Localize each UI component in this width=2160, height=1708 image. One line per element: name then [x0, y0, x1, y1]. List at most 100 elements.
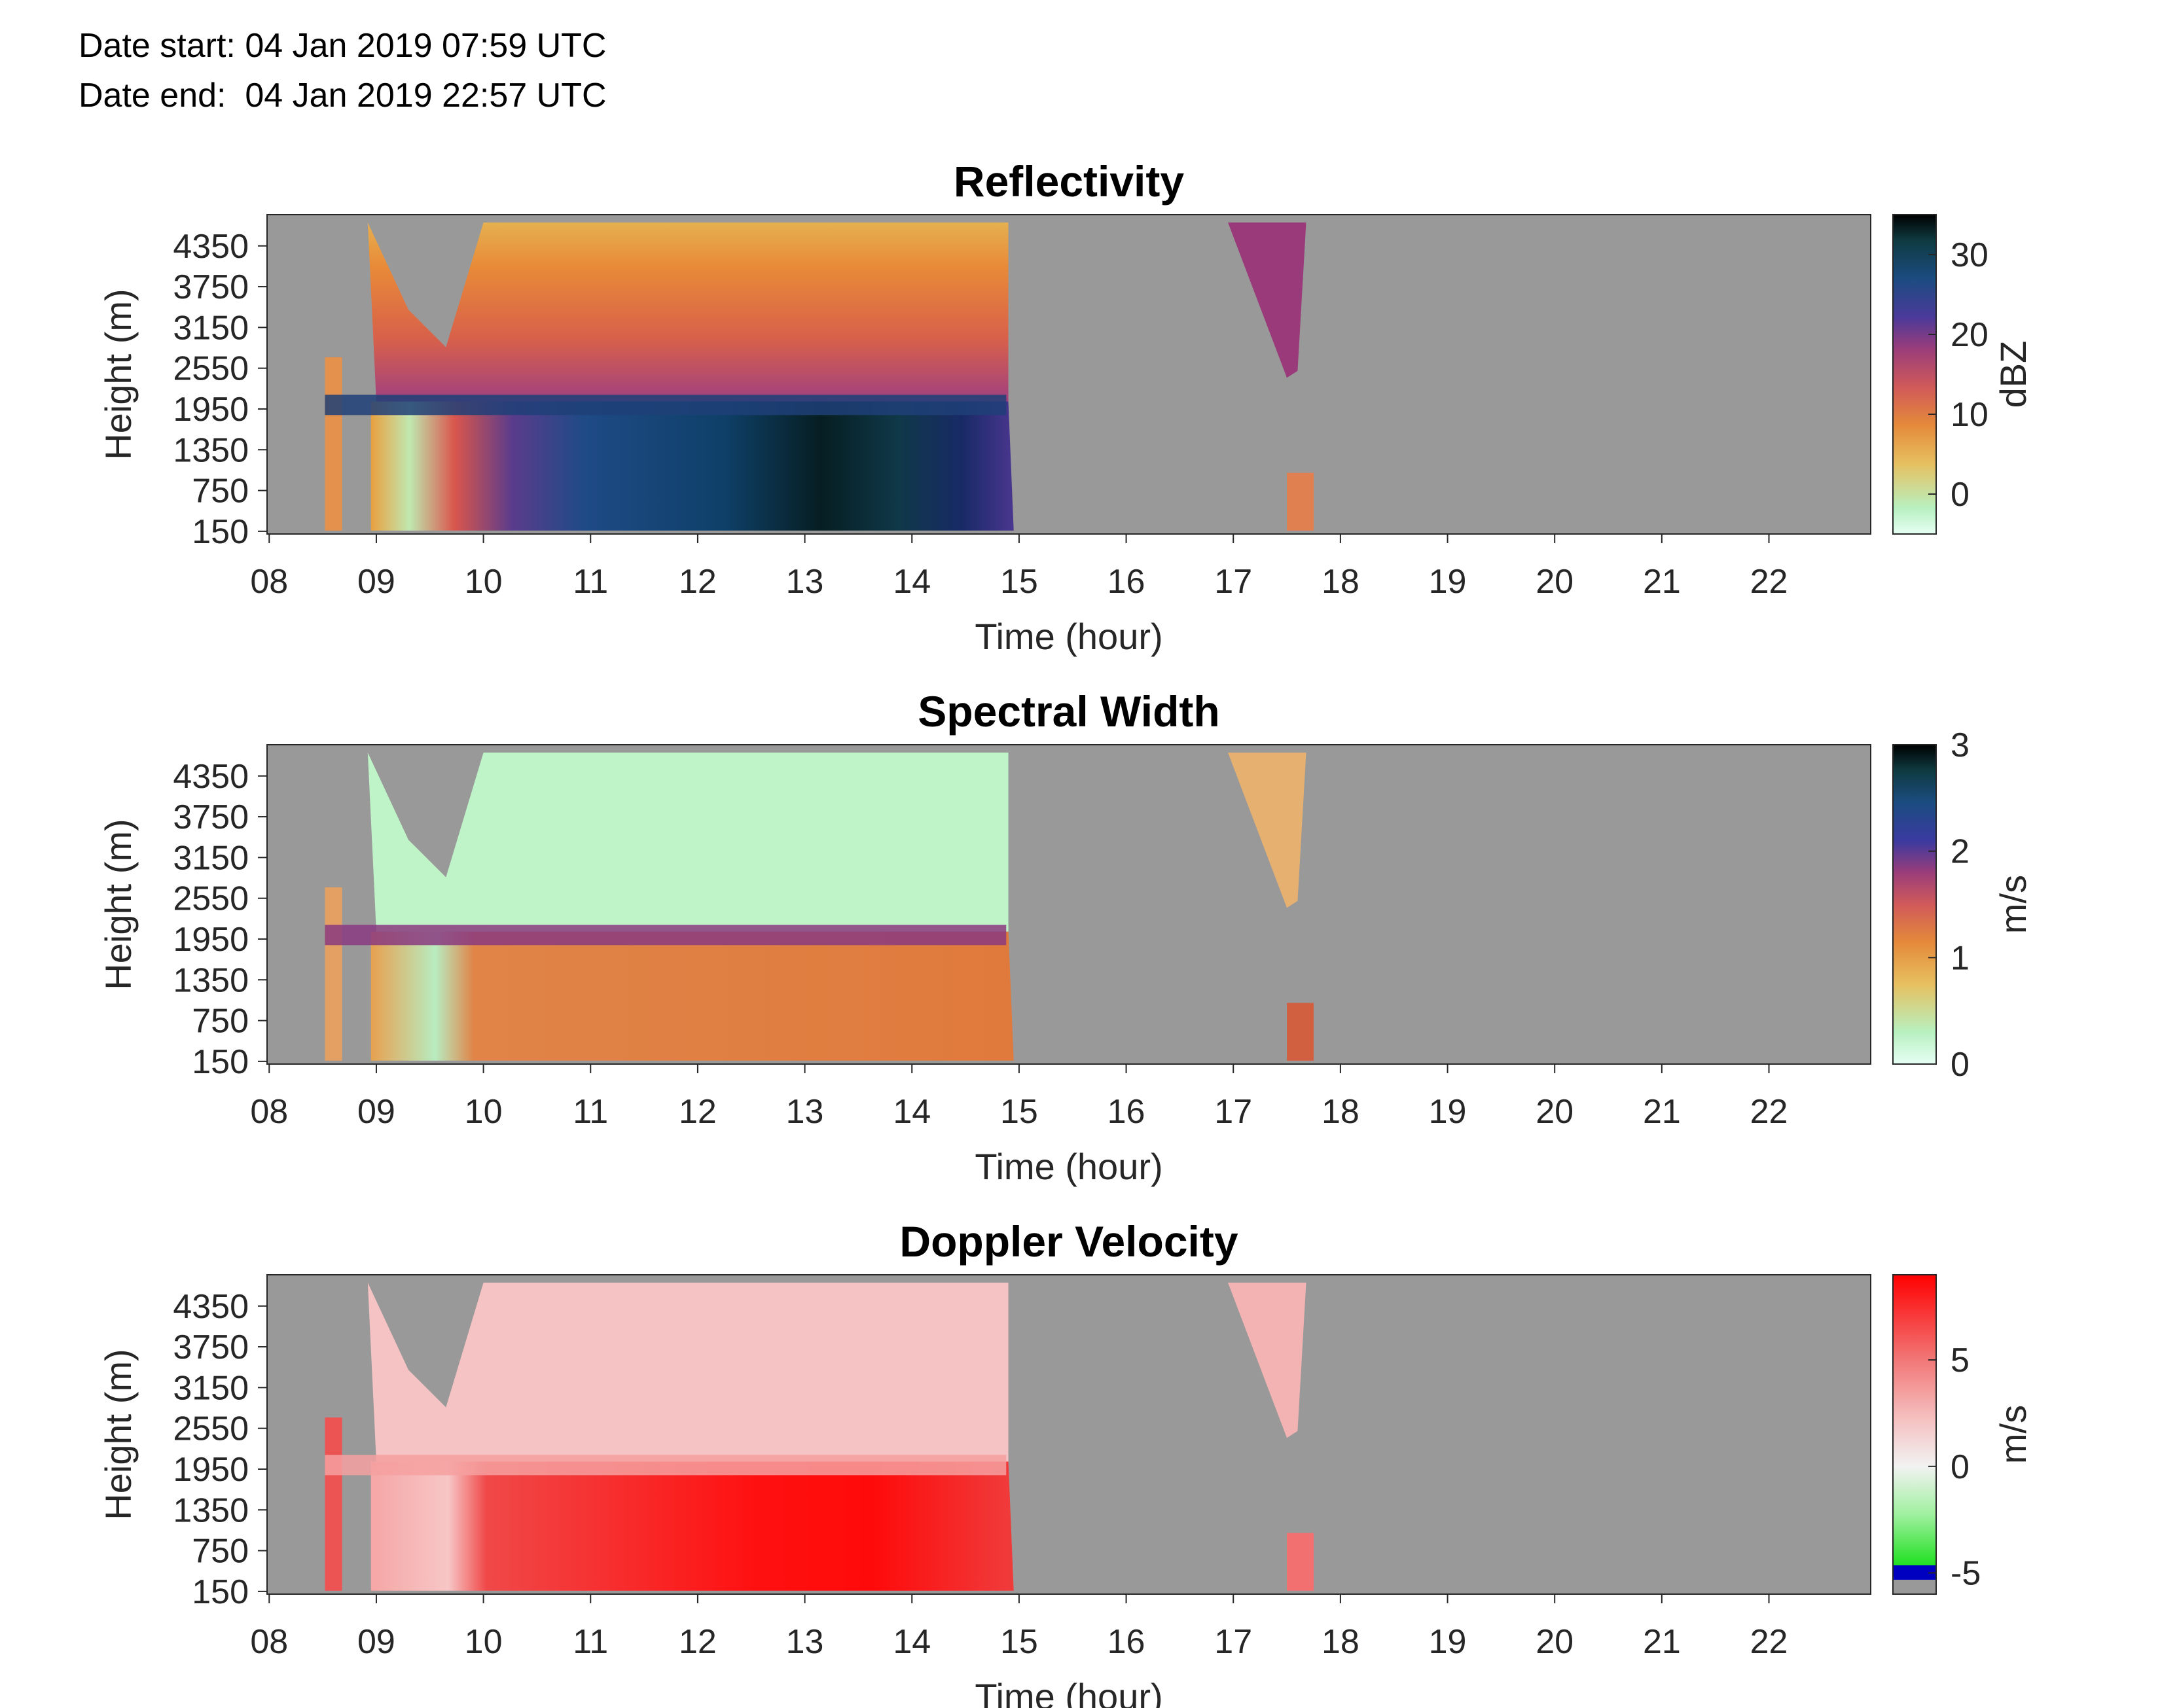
y-tick-label: 150 [192, 1573, 249, 1611]
y-tick-label: 150 [192, 1043, 249, 1081]
x-tick-label: 14 [893, 563, 931, 601]
y-tick-label: 3150 [173, 839, 249, 877]
y-tick-label: 1950 [173, 1451, 249, 1489]
data-field-evening-cloud [1228, 222, 1306, 378]
colorbar-tick-label: 20 [1951, 316, 1989, 354]
data-field-melting-band [325, 395, 1007, 416]
date-start: Date start: 04 Jan 2019 07:59 UTC [79, 27, 607, 65]
x-tick-label: 16 [1107, 1093, 1145, 1131]
y-axis-label: Height (m) [98, 1349, 139, 1520]
x-tick-label: 17 [1214, 1623, 1252, 1661]
y-tick-label: 1350 [173, 1491, 249, 1529]
data-field-early-column [325, 357, 342, 531]
x-tick-label: 15 [1000, 563, 1038, 601]
x-tick-label: 20 [1536, 1093, 1574, 1131]
y-tick-label: 2550 [173, 1410, 249, 1448]
x-axis-label: Time (hour) [975, 1676, 1162, 1708]
x-tick-label: 21 [1643, 1623, 1681, 1661]
colorbar-tick-label: 2 [1951, 833, 1970, 871]
x-tick-label: 13 [786, 1623, 824, 1661]
colorbar-tick-label: 30 [1951, 236, 1989, 274]
x-tick-label: 08 [250, 1623, 288, 1661]
x-tick-label: 22 [1750, 1093, 1788, 1131]
y-tick-label: 150 [192, 513, 249, 551]
x-tick-label: 18 [1322, 563, 1359, 601]
plot-frame [266, 1274, 1871, 1595]
x-tick-label: 10 [465, 1623, 503, 1661]
x-tick-label: 09 [357, 1623, 395, 1661]
x-tick-label: 15 [1000, 1623, 1038, 1661]
y-tick-label: 1350 [173, 431, 249, 469]
y-axis-label: Height (m) [98, 819, 139, 989]
x-tick-label: 13 [786, 563, 824, 601]
y-tick-label: 4350 [173, 758, 249, 796]
y-tick-label: 750 [192, 1003, 249, 1041]
chart-title: Doppler Velocity [899, 1217, 1238, 1266]
y-tick-label: 3750 [173, 268, 249, 306]
y-tick-label: 3750 [173, 1328, 249, 1366]
colorbar-tick-label: 1 [1951, 939, 1970, 977]
colorbar-tick-label: 3 [1951, 726, 1970, 764]
x-tick-label: 09 [357, 1093, 395, 1131]
y-tick-label: 1350 [173, 961, 249, 999]
x-tick-label: 17 [1214, 1093, 1252, 1131]
x-tick-label: 18 [1322, 1093, 1359, 1131]
colorbar-tick-label: 0 [1951, 1448, 1970, 1486]
x-tick-label: 10 [465, 1093, 503, 1131]
data-field-surface-echo [1287, 1003, 1314, 1061]
y-tick-label: 3150 [173, 1369, 249, 1407]
y-tick-label: 2550 [173, 350, 249, 388]
colorbar-tick-label: 0 [1951, 1046, 1970, 1084]
x-tick-label: 12 [679, 1623, 717, 1661]
y-tick-label: 750 [192, 472, 249, 510]
data-field-evening-cloud [1228, 1283, 1306, 1438]
data-field-upper-layer [367, 1283, 1009, 1462]
y-tick-label: 1950 [173, 921, 249, 959]
x-tick-label: 20 [1536, 563, 1574, 601]
data-field-early-column [325, 887, 342, 1061]
date-end: Date end: 04 Jan 2019 22:57 UTC [79, 77, 607, 115]
colorbar [1892, 214, 1937, 535]
data-field-low-layer [370, 1461, 1014, 1591]
x-tick-label: 10 [465, 563, 503, 601]
x-tick-label: 19 [1429, 1623, 1467, 1661]
x-tick-label: 14 [893, 1093, 931, 1131]
x-tick-label: 16 [1107, 1623, 1145, 1661]
colorbar-tick-label: -5 [1951, 1554, 1981, 1592]
x-tick-label: 22 [1750, 563, 1788, 601]
x-tick-label: 18 [1322, 1623, 1359, 1661]
colorbar-tick-label: 5 [1951, 1342, 1970, 1379]
y-tick-label: 3150 [173, 309, 249, 347]
data-field-surface-echo [1287, 1533, 1314, 1591]
x-axis-label: Time (hour) [975, 1146, 1162, 1187]
x-tick-label: 21 [1643, 563, 1681, 601]
colorbar-tick-label: 10 [1951, 396, 1989, 434]
y-tick-label: 4350 [173, 228, 249, 266]
y-tick-label: 2550 [173, 880, 249, 918]
chart-title: Reflectivity [954, 157, 1184, 205]
y-tick-label: 4350 [173, 1288, 249, 1326]
colorbar-label: m/s [1992, 1405, 2034, 1464]
y-tick-label: 3750 [173, 798, 249, 836]
y-tick-label: 750 [192, 1533, 249, 1571]
x-tick-label: 08 [250, 1093, 288, 1131]
data-field-low-layer [370, 401, 1014, 531]
chart-panel-2: Doppler Velocity 08 09 10 11 12 13 14 15 16 17 18 19… [98, 1217, 2034, 1708]
data-field-early-column [325, 1417, 342, 1591]
colorbar-label: m/s [1992, 875, 2034, 934]
x-tick-label: 11 [573, 1093, 608, 1131]
plot-frame [266, 214, 1871, 535]
data-field-melting-band [325, 1455, 1007, 1476]
x-tick-label: 09 [357, 563, 395, 601]
data-field-surface-echo [1287, 472, 1314, 531]
x-tick-label: 12 [679, 563, 717, 601]
x-tick-label: 11 [573, 1623, 608, 1661]
data-field-upper-layer [367, 753, 1009, 932]
x-tick-label: 22 [1750, 1623, 1788, 1661]
data-field-low-layer [370, 931, 1014, 1061]
x-tick-label: 15 [1000, 1093, 1038, 1131]
colorbar [1892, 1274, 1937, 1595]
data-field-upper-layer [367, 222, 1009, 402]
